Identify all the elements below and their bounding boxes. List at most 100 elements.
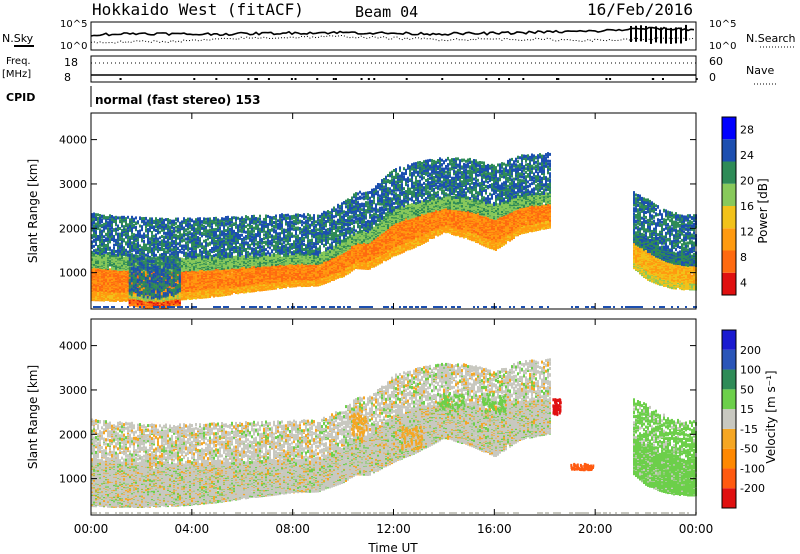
heatmap-cell — [161, 225, 163, 229]
heatmap-cell — [213, 254, 215, 258]
heatmap-cell — [133, 241, 135, 245]
heatmap-cell — [163, 231, 165, 235]
heatmap-cell — [183, 244, 185, 248]
heatmap-cell — [109, 227, 111, 231]
heatmap-cell — [137, 238, 139, 242]
heatmap-cell — [97, 271, 99, 275]
heatmap-cell — [141, 225, 143, 229]
heatmap-cell — [97, 292, 99, 296]
heatmap-cell — [103, 248, 105, 252]
heatmap-cell — [107, 254, 109, 257]
heatmap-cell — [131, 234, 133, 238]
heatmap-cell — [223, 239, 225, 243]
heatmap-cell — [147, 221, 149, 225]
heatmap-cell — [185, 218, 187, 222]
heatmap-cell — [209, 228, 211, 232]
heatmap-cell — [109, 229, 111, 233]
heatmap-cell — [171, 239, 173, 243]
heatmap-cell — [159, 236, 161, 240]
nave-dot — [290, 78, 293, 80]
heatmap-cell — [131, 244, 133, 248]
heatmap-cell — [177, 224, 179, 228]
heatmap-cell — [121, 252, 123, 256]
heatmap-cell — [149, 217, 151, 221]
heatmap-cell — [113, 228, 115, 232]
heatmap-cell — [133, 223, 135, 227]
heatmap-cell — [109, 218, 111, 222]
nave-dot — [522, 78, 525, 80]
heatmap-cell — [127, 262, 129, 266]
heatmap-cell — [225, 251, 227, 255]
heatmap-cell — [107, 244, 109, 248]
heatmap-cell — [133, 233, 135, 237]
heatmap-cell — [145, 221, 147, 225]
heatmap-cell — [101, 269, 103, 273]
heatmap-cell — [213, 217, 215, 220]
heatmap-cell — [159, 223, 161, 227]
heatmap-cell — [123, 250, 125, 253]
nave-dot — [267, 78, 270, 80]
heatmap-cell — [197, 257, 199, 261]
heatmap-cell — [109, 214, 111, 218]
heatmap-cell — [95, 222, 97, 226]
heatmap-cell — [101, 238, 103, 242]
heatmap-cell — [155, 217, 157, 221]
heatmap-cell — [151, 272, 153, 275]
heatmap-cell — [93, 238, 95, 242]
heatmap-cell — [191, 232, 193, 236]
heatmap-cell — [121, 247, 123, 251]
heatmap-cell — [207, 217, 209, 221]
heatmap-cell — [115, 215, 117, 219]
nave-dot — [405, 78, 408, 80]
heatmap-cell — [165, 244, 167, 248]
heatmap-cell — [167, 218, 169, 221]
heatmap-cell — [161, 246, 163, 250]
heatmap-cell — [137, 232, 139, 236]
heatmap-cell — [127, 232, 129, 235]
heatmap-cell — [139, 216, 141, 220]
heatmap-cell — [113, 252, 115, 256]
heatmap-cell — [145, 253, 147, 257]
heatmap-cell — [119, 242, 121, 246]
heatmap-cell — [183, 226, 185, 230]
nave-dot — [556, 78, 559, 80]
heatmap-cell — [127, 255, 129, 259]
heatmap-cell — [189, 217, 191, 221]
heatmap-cell — [213, 228, 215, 232]
heatmap-cell — [131, 246, 133, 250]
heatmap-cell — [137, 263, 139, 267]
heatmap-cell — [185, 237, 187, 241]
heatmap-cell — [219, 230, 221, 234]
heatmap-cell — [191, 224, 193, 228]
station-title: Hokkaido West (fitACF) — [92, 0, 304, 19]
heatmap-cell — [155, 238, 157, 242]
heatmap-cell — [125, 217, 127, 221]
heatmap-cell — [133, 235, 135, 239]
heatmap-cell — [203, 255, 205, 259]
heatmap-cell — [147, 248, 149, 252]
heatmap-cell — [221, 237, 223, 241]
heatmap-cell — [169, 225, 171, 229]
heatmap-cell — [147, 228, 149, 231]
heatmap-cell — [103, 239, 105, 242]
heatmap-cell — [119, 216, 121, 220]
heatmap-cell — [139, 229, 141, 233]
heatmap-cell — [153, 253, 155, 257]
heatmap-cell — [167, 250, 169, 254]
heatmap-cell — [99, 230, 101, 234]
heatmap-cell — [171, 229, 173, 233]
heatmap-cell — [175, 225, 177, 229]
heatmap-cell — [173, 219, 175, 223]
heatmap-cell — [211, 247, 213, 250]
heatmap-cell — [97, 279, 99, 283]
heatmap-cell — [205, 217, 207, 221]
heatmap-cell — [107, 242, 109, 246]
heatmap-cell — [105, 253, 107, 257]
heatmap-cell — [201, 220, 203, 224]
heatmap-cell — [117, 227, 119, 230]
heatmap-cell — [131, 241, 133, 245]
heatmap-cell — [103, 291, 105, 295]
noise-series — [90, 24, 695, 44]
heatmap-cell — [135, 238, 137, 242]
